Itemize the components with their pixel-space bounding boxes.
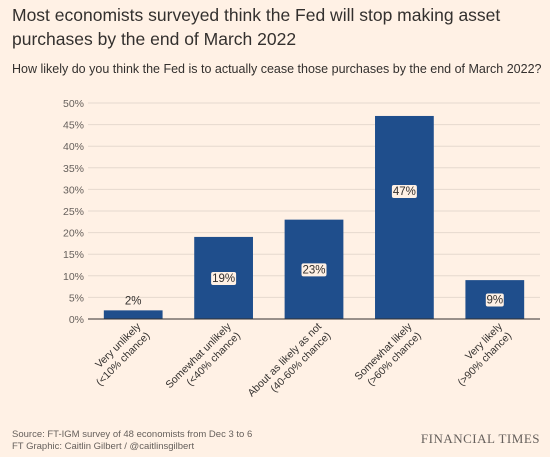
value-label-bg bbox=[301, 263, 327, 277]
y-tick-label: 45% bbox=[63, 120, 84, 132]
source-note: Source: FT-IGM survey of 48 economists f… bbox=[12, 429, 252, 453]
y-tick-label: 15% bbox=[63, 249, 84, 261]
y-tick-label: 35% bbox=[63, 163, 84, 175]
x-category-label: Somewhat likely(>60% chance) bbox=[352, 320, 423, 388]
value-label: 47% bbox=[393, 186, 416, 198]
y-tick-label: 5% bbox=[69, 292, 84, 304]
value-label: 23% bbox=[302, 264, 325, 276]
y-tick-label: 10% bbox=[63, 271, 84, 283]
x-category-label: About as likely as not(40-60% chance) bbox=[245, 321, 333, 400]
bar bbox=[103, 310, 163, 319]
bar bbox=[375, 115, 434, 320]
credit-line: FT Graphic: Caitlin Gilbert / @caitlinsg… bbox=[12, 441, 195, 452]
y-tick-label: 25% bbox=[63, 206, 84, 218]
value-label-bg bbox=[211, 271, 237, 285]
chart-title: Most economists surveyed think the Fed w… bbox=[12, 5, 501, 49]
y-tick-label: 20% bbox=[63, 228, 84, 240]
value-label: 9% bbox=[486, 295, 503, 307]
y-axis-ticks: 0% 5% 10% 15% 20% 25% 30% 35% 40% 45% 50% bbox=[63, 98, 84, 326]
value-label: 19% bbox=[212, 273, 235, 285]
x-category-line: About as likely as not bbox=[245, 321, 324, 400]
ft-logo: FINANCIAL TIMES bbox=[420, 431, 540, 446]
chart-subtitle: How likely do you think the Fed is to ac… bbox=[12, 62, 542, 76]
x-category-label: Very likely(>90% chance) bbox=[455, 320, 514, 388]
source-line: Source: FT-IGM survey of 48 economists f… bbox=[12, 429, 253, 440]
value-label: 2% bbox=[125, 295, 142, 307]
bars: 2% 19% 23% 47% 9% bbox=[103, 115, 525, 320]
x-category-label: Very unlikely(<10% chance) bbox=[93, 320, 152, 388]
x-category-label: Somewhat unlikely(<40% chance) bbox=[163, 320, 243, 391]
y-tick-label: 50% bbox=[63, 98, 84, 110]
y-tick-label: 30% bbox=[63, 184, 84, 196]
y-tick-label: 40% bbox=[63, 141, 84, 153]
value-label-bg bbox=[485, 293, 504, 307]
value-label-bg bbox=[391, 184, 417, 198]
y-tick-label: 0% bbox=[69, 314, 84, 326]
x-axis-categories: Very unlikely(<10% chance) Somewhat unlik… bbox=[93, 320, 514, 400]
